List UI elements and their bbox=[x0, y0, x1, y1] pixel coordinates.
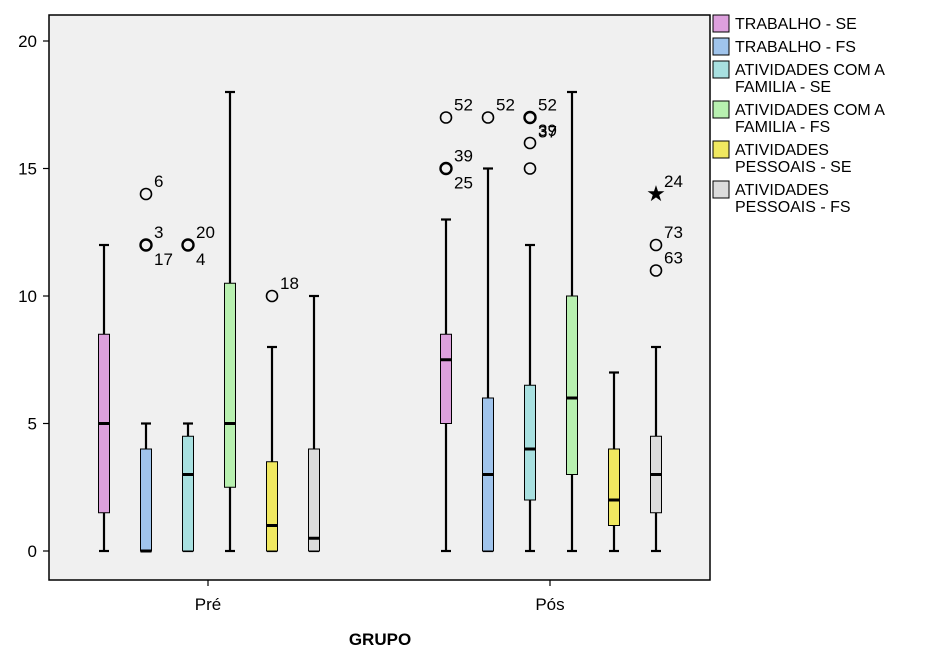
outlier-label: 52 bbox=[454, 96, 473, 115]
x-tick-label: Pós bbox=[535, 595, 564, 614]
legend-item: ATIVIDADES COM A FAMILIA - SE bbox=[712, 60, 885, 96]
outlier-label: 52 bbox=[496, 96, 515, 115]
legend-swatch bbox=[712, 140, 730, 159]
box-Pós-4 bbox=[608, 371, 620, 553]
box-body bbox=[140, 448, 152, 552]
box-body bbox=[608, 448, 620, 526]
outlier-label: 24 bbox=[664, 172, 683, 191]
outlier-marker bbox=[139, 238, 153, 252]
legend-label: TRABALHO - SE bbox=[735, 16, 857, 33]
legend-swatch bbox=[712, 180, 730, 199]
boxes bbox=[98, 90, 662, 553]
outlier-label: 17 bbox=[154, 250, 173, 269]
outlier-label: 52 bbox=[538, 96, 557, 115]
box-Pós-0 bbox=[440, 218, 452, 553]
outlier-marker bbox=[481, 111, 495, 124]
outlier-label: 63 bbox=[664, 249, 683, 268]
legend-item: TRABALHO - FS bbox=[712, 37, 856, 56]
legend-item: ATIVIDADES COM A FAMILIA - FS bbox=[712, 100, 885, 136]
legend-swatch bbox=[712, 100, 730, 119]
box-Pós-3 bbox=[566, 90, 578, 553]
y-tick-label: 5 bbox=[28, 415, 37, 434]
y-tick-label: 10 bbox=[18, 287, 37, 306]
box-body bbox=[266, 461, 278, 552]
legend: TRABALHO - SE TRABALHO - FS ATIVIDADES COM… bbox=[712, 14, 885, 216]
box-Pós-1 bbox=[482, 167, 494, 553]
outlier-label: 20 bbox=[196, 223, 215, 242]
outlier-marker bbox=[439, 111, 453, 124]
outlier-label: 39 bbox=[538, 121, 557, 140]
outlier-marker bbox=[265, 289, 279, 303]
outlier-label: 6 bbox=[154, 172, 163, 191]
legend-swatch bbox=[712, 60, 730, 79]
box-Pré-4 bbox=[266, 345, 278, 553]
box-Pré-2 bbox=[182, 422, 194, 553]
legend-label: ATIVIDADES COM A FAMILIA - SE bbox=[735, 62, 885, 96]
y-axis: 0 5 10 15 20 bbox=[18, 32, 49, 561]
outlier-label: 18 bbox=[280, 274, 299, 293]
box-Pré-3 bbox=[224, 90, 236, 553]
box-Pré-5 bbox=[308, 294, 320, 553]
x-tick-label: Pré bbox=[195, 595, 221, 614]
outlier-marker bbox=[439, 161, 453, 176]
legend-swatch bbox=[712, 37, 730, 56]
outlier-label: 3 bbox=[154, 223, 163, 242]
outlier-marker bbox=[523, 136, 537, 150]
y-tick-label: 0 bbox=[28, 542, 37, 561]
outlier-label: 25 bbox=[454, 174, 473, 193]
box-Pré-0 bbox=[98, 243, 110, 553]
outlier-label: 4 bbox=[196, 250, 205, 269]
outlier-label: 73 bbox=[664, 223, 683, 242]
box-Pós-2 bbox=[524, 243, 536, 553]
legend-item: TRABALHO - SE bbox=[712, 14, 857, 33]
x-axis: Pré Pós bbox=[195, 580, 565, 614]
legend-swatch bbox=[712, 14, 730, 33]
outlier-marker bbox=[523, 162, 537, 175]
legend-item: ATIVIDADES PESSOAIS - SE bbox=[712, 140, 851, 176]
legend-item: ATIVIDADES PESSOAIS - FS bbox=[712, 180, 851, 216]
box-Pós-5 bbox=[650, 345, 662, 553]
extreme-outlier-marker: ★ bbox=[646, 182, 666, 207]
legend-label: ATIVIDADES PESSOAIS - SE bbox=[735, 142, 851, 176]
outlier-label: 37 bbox=[538, 123, 557, 142]
outlier-marker bbox=[181, 238, 195, 252]
box-body bbox=[440, 333, 452, 424]
plot-area bbox=[48, 14, 711, 581]
box-body bbox=[566, 295, 578, 475]
x-axis-label: GRUPO bbox=[349, 630, 411, 649]
outlier-marker bbox=[649, 264, 663, 277]
box-Pré-1 bbox=[140, 422, 152, 553]
y-tick-label: 15 bbox=[18, 160, 37, 179]
outlier-marker bbox=[649, 238, 663, 252]
legend-label: ATIVIDADES PESSOAIS - FS bbox=[735, 182, 851, 216]
outlier-marker bbox=[139, 187, 153, 201]
box-body bbox=[224, 282, 236, 488]
outlier-label: 39 bbox=[454, 147, 473, 166]
legend-label: TRABALHO - FS bbox=[735, 39, 856, 56]
legend-label: ATIVIDADES COM A FAMILIA - FS bbox=[735, 102, 885, 136]
box-body bbox=[524, 384, 536, 501]
outlier-marker bbox=[523, 110, 537, 125]
box-body bbox=[308, 448, 320, 552]
box-body bbox=[182, 435, 194, 552]
y-tick-label: 20 bbox=[18, 32, 37, 51]
